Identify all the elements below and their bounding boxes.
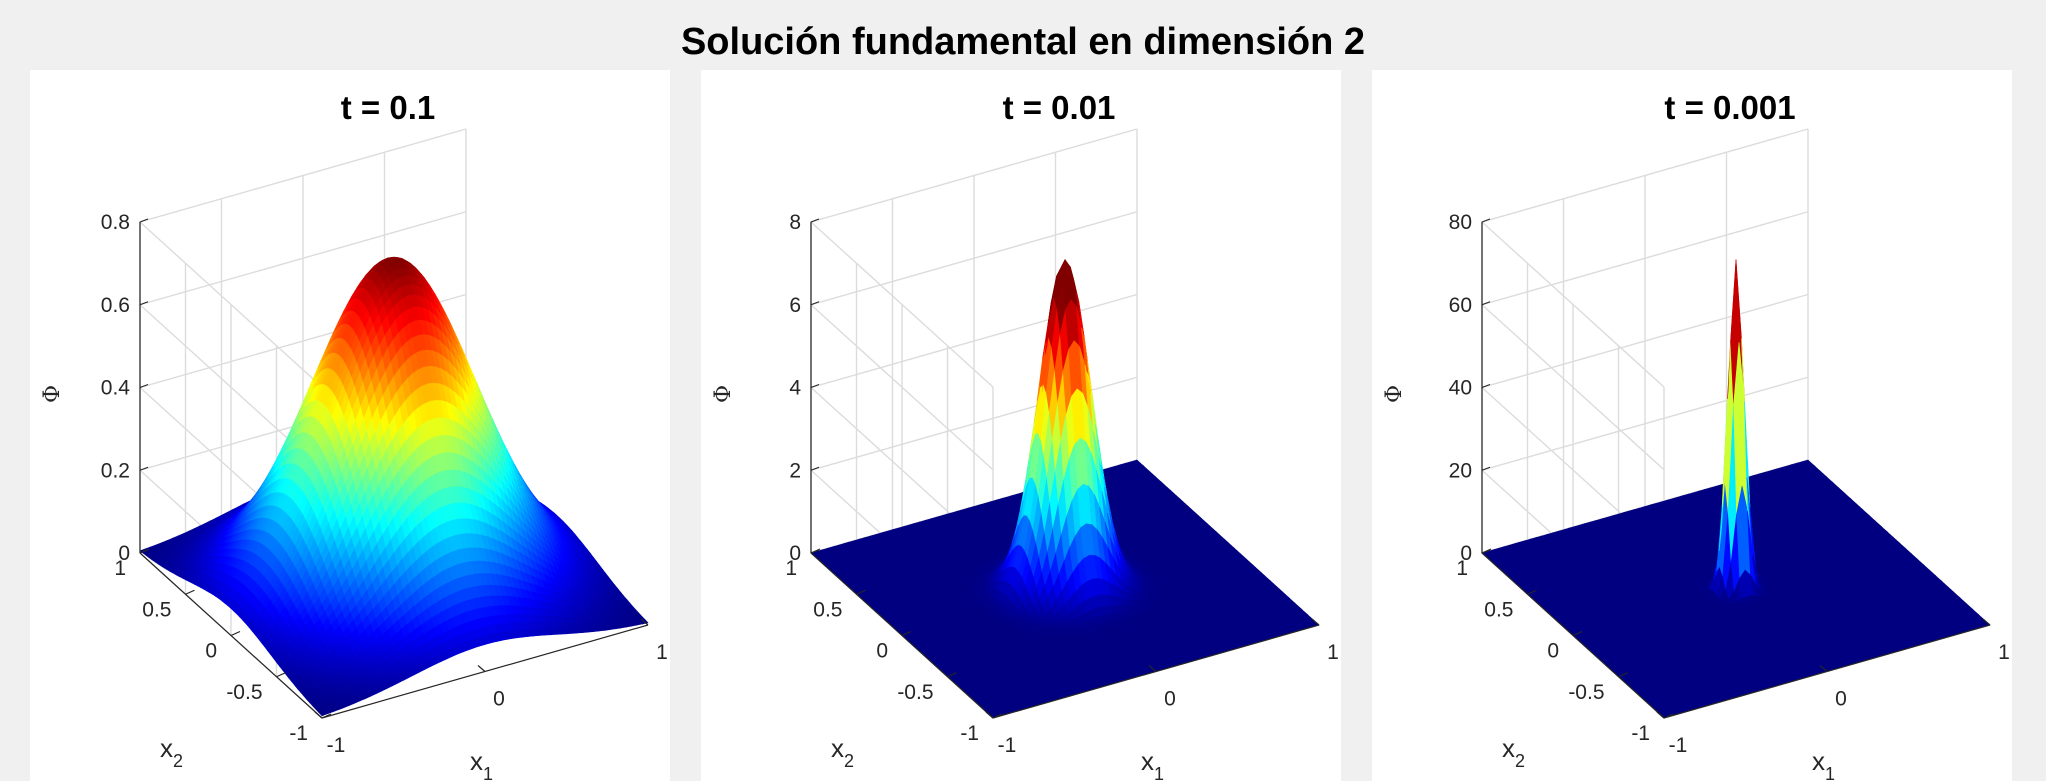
axis-lines	[1481, 218, 1991, 719]
x-tick-label: -1	[1669, 734, 1688, 757]
x-tick-label: 1	[656, 641, 668, 664]
y-tick-label: 0.5	[813, 598, 842, 621]
y-tick-label: 1	[114, 557, 126, 580]
y-tick-label: 0	[876, 640, 888, 663]
y-tick-label: 0	[1547, 640, 1559, 663]
subplot-title: t = 0.001	[1664, 89, 1795, 126]
x-tick-label: 0	[493, 688, 505, 711]
y-tick-label: 0.5	[142, 598, 171, 621]
z-axis-label: Φ	[40, 385, 65, 403]
z-tick-label: 4	[789, 377, 801, 400]
z-tick-label: 6	[789, 294, 801, 317]
subplot-title: t = 0.1	[341, 89, 435, 126]
z-tick-label: 40	[1449, 377, 1472, 400]
x-tick-label: -1	[998, 734, 1017, 757]
x-tick-label: 0	[1835, 688, 1847, 711]
z-axis-label: Φ	[711, 385, 736, 403]
z-tick-label: 0	[789, 542, 801, 565]
z-tick-label: 0.4	[101, 377, 131, 400]
z-tick-label: 80	[1449, 211, 1472, 234]
y-tick-label: -1	[1631, 722, 1650, 745]
axis-lines	[810, 218, 1320, 719]
y-tick-label: -0.5	[897, 681, 933, 704]
z-axis-label: Φ	[1382, 385, 1407, 403]
y-tick-label: 0.5	[1484, 598, 1513, 621]
surface-mesh	[810, 258, 1320, 719]
y-tick-label: 0	[205, 640, 217, 663]
axis-lines	[139, 218, 649, 719]
y-tick-label: 1	[1456, 557, 1468, 580]
surface-mesh	[139, 256, 649, 717]
z-tick-label: 0.6	[101, 294, 130, 317]
z-tick-label: 8	[789, 211, 801, 234]
z-tick-label: 0	[118, 542, 130, 565]
z-tick-label: 0.2	[101, 459, 130, 482]
z-tick-label: 0.8	[101, 211, 130, 234]
figure-title: Solución fundamental en dimensión 2	[681, 21, 1365, 63]
y-tick-label: -1	[289, 722, 308, 745]
y-tick-label: -0.5	[1568, 681, 1604, 704]
z-tick-label: 0	[1460, 542, 1472, 565]
y-tick-label: -0.5	[226, 681, 262, 704]
y-tick-label: 1	[785, 557, 797, 580]
x-tick-label: 1	[1998, 641, 2010, 664]
z-tick-label: 2	[789, 459, 801, 482]
x-tick-label: 0	[1164, 688, 1176, 711]
y-tick-label: -1	[960, 722, 979, 745]
surface-mesh	[1481, 259, 1991, 719]
subplot-title: t = 0.01	[1003, 89, 1116, 126]
z-tick-label: 20	[1449, 459, 1472, 482]
x-tick-label: 1	[1327, 641, 1339, 664]
z-tick-label: 60	[1449, 294, 1472, 317]
x-tick-label: -1	[327, 734, 346, 757]
